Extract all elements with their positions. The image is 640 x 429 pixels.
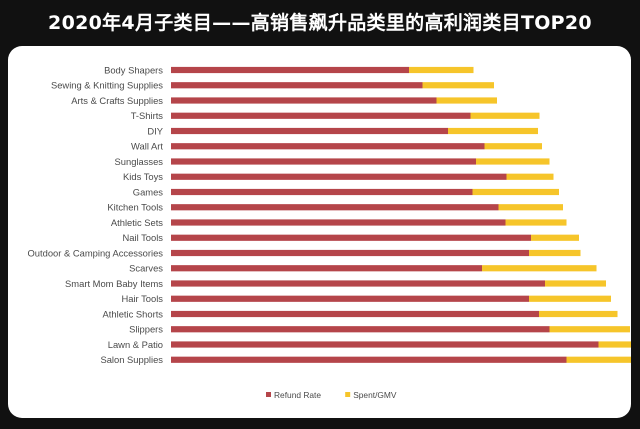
refund-rate-bar — [171, 234, 531, 241]
spent-gmv-bar — [409, 66, 474, 74]
category-label: Arts & Crafts Supplies — [71, 95, 163, 106]
refund-rate-bar — [171, 82, 423, 89]
spent-gmv-bar — [529, 295, 611, 302]
spent-gmv-bar — [436, 97, 497, 104]
category-label: Kids Toys — [123, 171, 163, 182]
refund-rate-bar — [171, 204, 499, 211]
spent-gmv-bar — [531, 234, 579, 241]
spent-gmv-bar — [506, 173, 554, 180]
category-label: Smart Mom Baby Items — [65, 278, 163, 289]
refund-rate-bar — [171, 310, 539, 318]
refund-rate-bar — [171, 112, 471, 119]
refund-rate-bar — [171, 127, 448, 135]
chart-card: Body Shapers Sewing & Knitting Supplies Ar… — [8, 46, 631, 418]
spent-gmv-bar — [539, 310, 618, 318]
refund-rate-bar — [171, 97, 437, 104]
legend-label-spent-gmv: Spent/GMV — [353, 390, 397, 400]
category-label: DIY — [147, 125, 163, 136]
category-label: Body Shapers — [104, 64, 163, 75]
category-label: Wall Art — [131, 141, 163, 152]
legend-label-refund-rate: Refund Rate — [274, 390, 321, 400]
legend-swatch-refund-rate — [266, 392, 271, 397]
refund-rate-bar — [171, 356, 567, 363]
spent-gmv-bar — [505, 219, 567, 226]
refund-rate-bar — [171, 219, 506, 226]
refund-rate-bar — [171, 326, 550, 333]
spent-gmv-bar — [484, 143, 542, 150]
category-label: Games — [133, 186, 164, 197]
spent-gmv-bar — [529, 249, 581, 257]
refund-rate-bar — [171, 280, 545, 287]
spent-gmv-bar — [422, 82, 494, 89]
category-label: Nail Tools — [123, 232, 164, 243]
category-label: Scarves — [129, 263, 163, 274]
category-label: Salon Supplies — [100, 354, 163, 365]
spent-gmv-bar — [498, 204, 563, 211]
refund-rate-bar — [171, 265, 482, 272]
category-label: Kitchen Tools — [107, 202, 163, 213]
refund-rate-bar — [171, 249, 529, 257]
refund-rate-bar — [171, 143, 485, 150]
stacked-bar-chart: Body Shapers Sewing & Knitting Supplies Ar… — [28, 64, 631, 400]
refund-rate-bar — [171, 66, 409, 74]
spent-gmv-bar — [545, 280, 606, 287]
refund-rate-bar — [171, 188, 473, 196]
spent-gmv-bar — [549, 326, 630, 333]
category-label: Slippers — [129, 324, 163, 335]
refund-rate-bar — [171, 341, 599, 348]
spent-gmv-bar — [598, 341, 631, 348]
spent-gmv-bar — [482, 265, 597, 272]
page-title: 2020年4月子类目——高销售飙升品类里的高利润类目TOP20 — [48, 12, 592, 34]
category-label: Outdoor & Camping Accessories — [28, 247, 164, 258]
legend-swatch-spent-gmv — [345, 392, 351, 397]
spent-gmv-bar — [448, 127, 538, 135]
category-label: Athletic Sets — [111, 217, 163, 228]
refund-rate-bar — [171, 295, 529, 302]
category-label: Lawn & Patio — [108, 339, 163, 350]
category-label: Sunglasses — [115, 156, 164, 167]
refund-rate-bar — [171, 173, 507, 180]
spent-gmv-bar — [472, 188, 559, 196]
category-label: Hair Tools — [121, 293, 163, 304]
refund-rate-bar — [171, 158, 476, 165]
spent-gmv-bar — [470, 112, 540, 119]
category-label: Sewing & Knitting Supplies — [51, 80, 163, 91]
spent-gmv-bar — [476, 158, 550, 165]
category-label: T-Shirts — [131, 110, 164, 121]
category-label: Athletic Shorts — [103, 308, 164, 319]
spent-gmv-bar — [566, 356, 631, 363]
